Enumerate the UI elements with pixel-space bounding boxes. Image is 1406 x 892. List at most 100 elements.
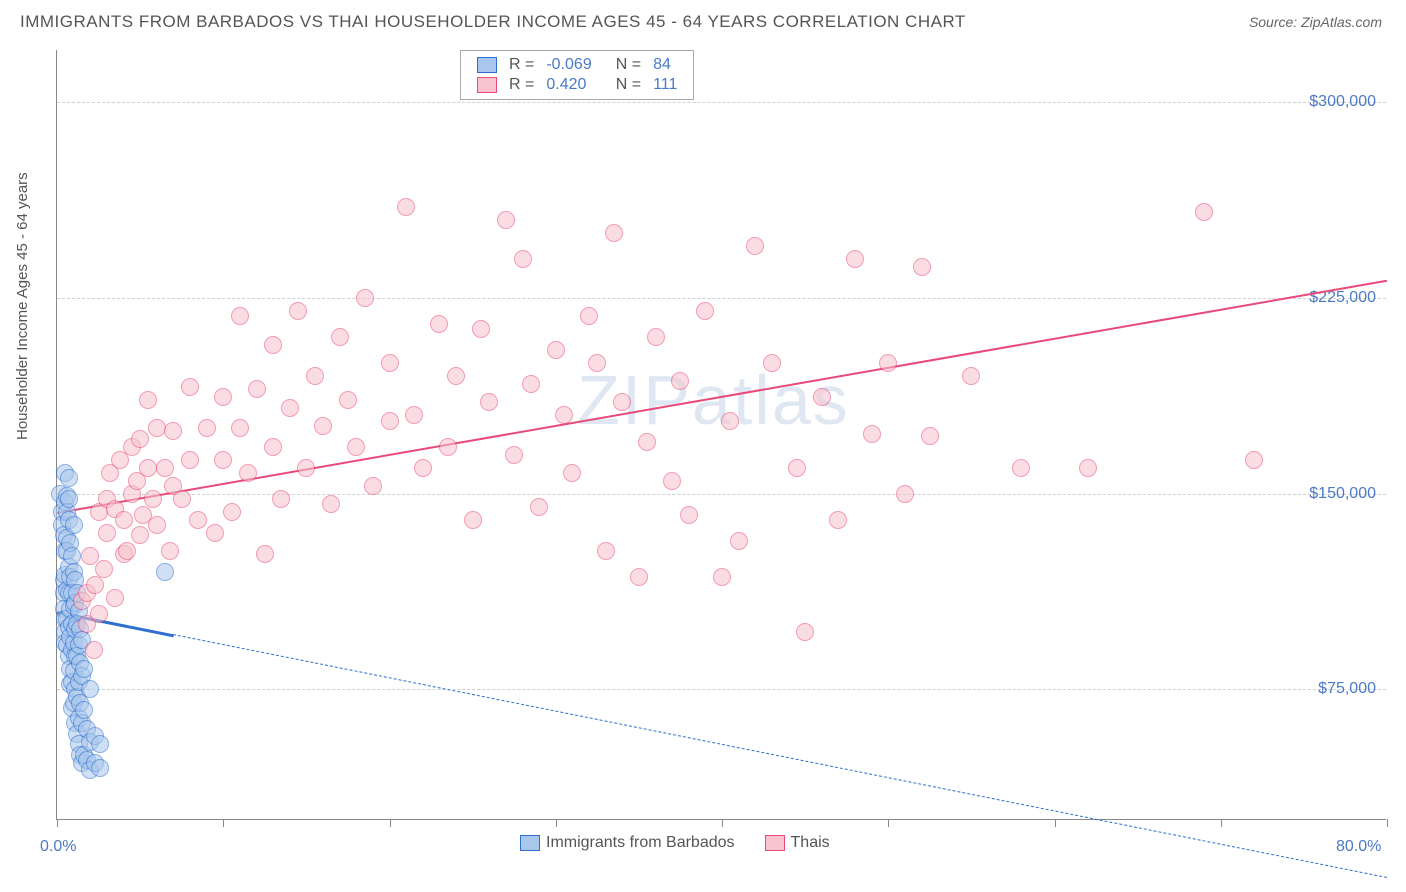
scatter-point xyxy=(75,701,93,719)
scatter-point xyxy=(131,430,149,448)
scatter-point xyxy=(563,464,581,482)
scatter-point xyxy=(671,372,689,390)
scatter-point xyxy=(156,563,174,581)
scatter-point xyxy=(91,759,109,777)
scatter-point xyxy=(721,412,739,430)
n-value: 111 xyxy=(647,75,683,95)
scatter-point xyxy=(921,427,939,445)
scatter-point xyxy=(439,438,457,456)
scatter-point xyxy=(289,302,307,320)
scatter-point xyxy=(696,302,714,320)
scatter-point xyxy=(796,623,814,641)
scatter-point xyxy=(306,367,324,385)
scatter-point xyxy=(530,498,548,516)
scatter-point xyxy=(464,511,482,529)
scatter-point xyxy=(364,477,382,495)
scatter-point xyxy=(75,660,93,678)
scatter-point xyxy=(198,419,216,437)
scatter-point xyxy=(605,224,623,242)
scatter-point xyxy=(164,422,182,440)
scatter-point xyxy=(663,472,681,490)
scatter-point xyxy=(297,459,315,477)
scatter-point xyxy=(118,542,136,560)
scatter-point xyxy=(1245,451,1263,469)
scatter-point xyxy=(588,354,606,372)
legend-label: Immigrants from Barbados xyxy=(546,834,735,851)
scatter-point xyxy=(514,250,532,268)
x-tick xyxy=(1221,819,1222,827)
scatter-point xyxy=(156,459,174,477)
scatter-point xyxy=(597,542,615,560)
scatter-point xyxy=(115,511,133,529)
scatter-point xyxy=(813,388,831,406)
scatter-point xyxy=(547,341,565,359)
series-legend: Immigrants from BarbadosThais xyxy=(520,834,860,852)
scatter-point xyxy=(86,576,104,594)
scatter-point xyxy=(505,446,523,464)
scatter-point xyxy=(414,459,432,477)
scatter-point xyxy=(647,328,665,346)
source-label: Source: ZipAtlas.com xyxy=(1249,14,1382,30)
scatter-point xyxy=(630,568,648,586)
scatter-point xyxy=(746,237,764,255)
scatter-point xyxy=(555,406,573,424)
scatter-point xyxy=(347,438,365,456)
legend-swatch xyxy=(477,57,497,73)
scatter-point xyxy=(264,336,282,354)
scatter-point xyxy=(381,412,399,430)
scatter-point xyxy=(962,367,980,385)
scatter-point xyxy=(214,451,232,469)
scatter-point xyxy=(173,490,191,508)
x-axis-max-label: 80.0% xyxy=(1336,838,1381,856)
scatter-point xyxy=(239,464,257,482)
scatter-point xyxy=(60,490,78,508)
scatter-point xyxy=(829,511,847,529)
scatter-point xyxy=(788,459,806,477)
scatter-point xyxy=(95,560,113,578)
scatter-point xyxy=(256,545,274,563)
n-label: N = xyxy=(610,55,647,75)
x-axis-min-label: 0.0% xyxy=(40,838,76,856)
scatter-point xyxy=(913,258,931,276)
scatter-point xyxy=(480,393,498,411)
scatter-point xyxy=(896,485,914,503)
scatter-point xyxy=(339,391,357,409)
scatter-point xyxy=(90,605,108,623)
scatter-point xyxy=(223,503,241,521)
scatter-point xyxy=(1195,203,1213,221)
x-tick xyxy=(390,819,391,827)
scatter-point xyxy=(730,532,748,550)
scatter-point xyxy=(139,459,157,477)
x-tick xyxy=(57,819,58,827)
scatter-point xyxy=(189,511,207,529)
scatter-point xyxy=(322,495,340,513)
scatter-point xyxy=(181,378,199,396)
gridline xyxy=(57,298,1386,299)
x-tick xyxy=(888,819,889,827)
gridline xyxy=(57,102,1386,103)
x-tick xyxy=(223,819,224,827)
correlation-legend: R =-0.069N =84R = 0.420N =111 xyxy=(460,50,694,100)
scatter-point xyxy=(430,315,448,333)
scatter-point xyxy=(314,417,332,435)
x-tick xyxy=(1387,819,1388,827)
scatter-point xyxy=(91,735,109,753)
y-tick-label: $300,000 xyxy=(1309,93,1376,111)
scatter-point xyxy=(264,438,282,456)
scatter-point xyxy=(272,490,290,508)
scatter-point xyxy=(522,375,540,393)
legend-swatch xyxy=(765,835,785,851)
legend-swatch xyxy=(520,835,540,851)
scatter-point xyxy=(680,506,698,524)
scatter-point xyxy=(472,320,490,338)
scatter-point xyxy=(331,328,349,346)
r-label: R = xyxy=(503,75,540,95)
scatter-point xyxy=(846,250,864,268)
scatter-point xyxy=(281,399,299,417)
scatter-point xyxy=(613,393,631,411)
r-label: R = xyxy=(503,55,540,75)
scatter-point xyxy=(231,419,249,437)
y-tick-label: $150,000 xyxy=(1309,485,1376,503)
scatter-point xyxy=(106,589,124,607)
scatter-point xyxy=(397,198,415,216)
